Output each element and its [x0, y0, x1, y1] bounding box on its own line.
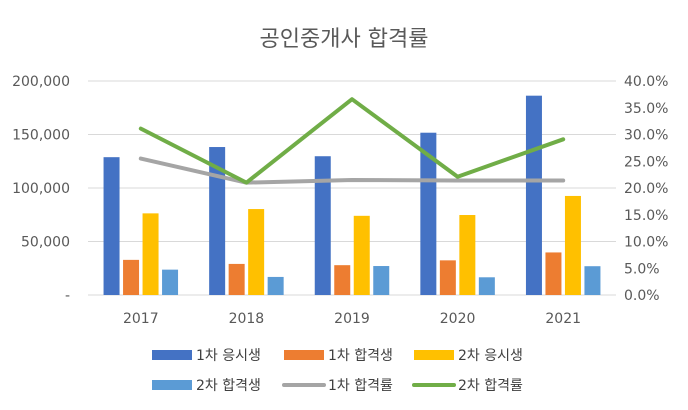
bar	[162, 269, 179, 295]
legend-label: 1차 응시생	[196, 348, 261, 364]
x-tick-label: 2019	[334, 311, 370, 327]
legend-swatch	[152, 350, 192, 360]
bar	[439, 260, 456, 295]
bar	[525, 95, 542, 295]
y-left-tick-label: 150,000	[12, 128, 70, 144]
legend-label: 2차 응시생	[458, 348, 523, 364]
legend-label: 2차 합격률	[458, 378, 523, 394]
series-line	[138, 156, 566, 185]
y-right-tick-label: 35.0%	[624, 101, 668, 117]
bar	[248, 209, 265, 295]
bar	[209, 147, 226, 295]
legend-label: 1차 합격생	[328, 348, 393, 364]
y-right-tick-label: 25.0%	[624, 154, 668, 170]
bar	[459, 215, 476, 295]
legend-swatch	[284, 350, 324, 360]
legend-swatch	[152, 380, 192, 390]
y-left-tick-label: 200,000	[12, 74, 70, 90]
bar	[353, 215, 370, 295]
bar	[564, 195, 581, 295]
bar	[228, 263, 245, 295]
x-tick-label: 2017	[123, 311, 159, 327]
x-tick-label: 2018	[229, 311, 265, 327]
y-left-tick-label: 50,000	[21, 235, 70, 251]
bar	[545, 252, 562, 295]
y-left-tick-label: 100,000	[12, 181, 70, 197]
bar	[103, 157, 120, 295]
bar	[267, 276, 284, 295]
bar	[334, 265, 351, 295]
y-right-tick-label: 40.0%	[624, 74, 668, 90]
bar	[314, 156, 331, 295]
bar	[420, 132, 437, 295]
bar	[142, 213, 159, 295]
legend-swatch	[414, 350, 454, 360]
bar	[584, 266, 601, 295]
legend-label: 2차 합격생	[196, 378, 261, 394]
bar	[123, 259, 140, 295]
legend-label: 1차 합격률	[328, 378, 393, 394]
y-right-tick-label: 5.0%	[624, 261, 660, 277]
series-line	[138, 97, 566, 185]
y-right-tick-label: 0.0%	[624, 288, 660, 304]
y-left-tick-label: -	[65, 288, 70, 304]
y-right-tick-label: 20.0%	[624, 181, 668, 197]
y-right-tick-label: 15.0%	[624, 208, 668, 224]
chart-title: 공인중개사 합격률	[260, 27, 429, 52]
bar	[373, 266, 390, 295]
y-right-tick-label: 30.0%	[624, 128, 668, 144]
x-tick-label: 2020	[440, 311, 476, 327]
x-tick-label: 2021	[545, 311, 581, 327]
bar	[478, 277, 495, 295]
y-right-tick-label: 10.0%	[624, 235, 668, 251]
